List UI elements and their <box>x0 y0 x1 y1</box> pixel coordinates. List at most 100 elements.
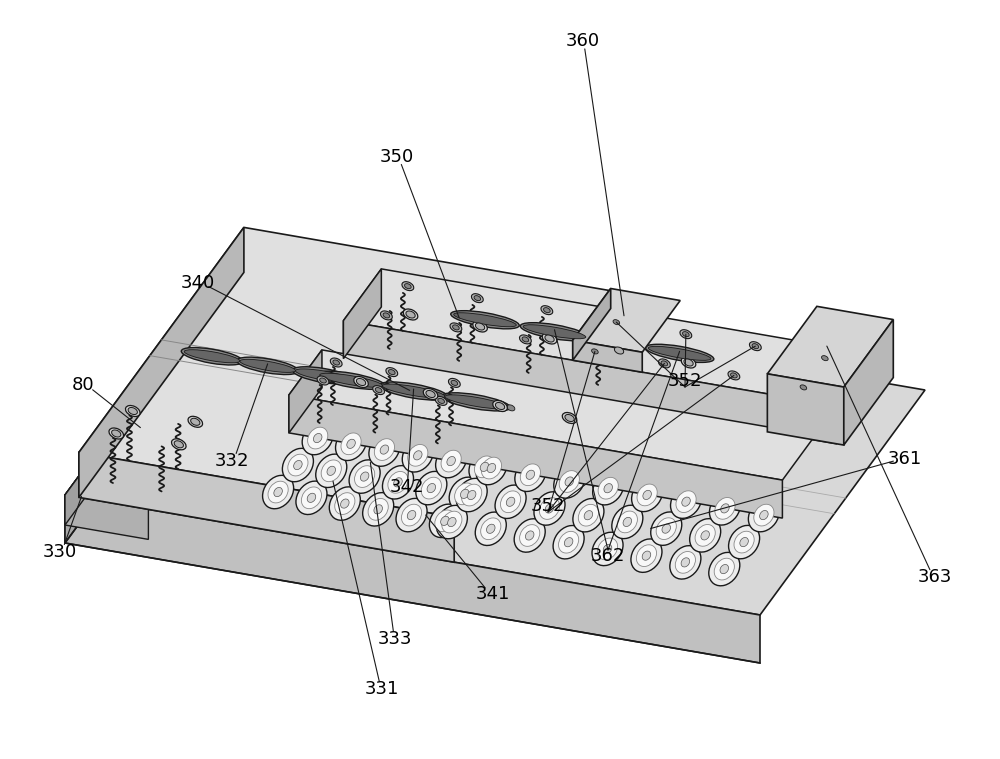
Ellipse shape <box>507 405 515 411</box>
Ellipse shape <box>442 512 462 533</box>
Ellipse shape <box>335 493 355 515</box>
Ellipse shape <box>617 511 637 533</box>
Ellipse shape <box>514 519 545 553</box>
Polygon shape <box>65 455 95 525</box>
Ellipse shape <box>360 472 369 481</box>
Ellipse shape <box>316 454 347 487</box>
Ellipse shape <box>749 342 761 351</box>
Ellipse shape <box>321 460 341 482</box>
Ellipse shape <box>681 558 690 567</box>
Ellipse shape <box>578 504 598 526</box>
Text: 341: 341 <box>476 585 510 603</box>
Ellipse shape <box>421 477 441 499</box>
Ellipse shape <box>172 439 186 450</box>
Ellipse shape <box>188 416 203 427</box>
Ellipse shape <box>388 471 408 493</box>
Ellipse shape <box>341 433 361 455</box>
Polygon shape <box>65 495 760 663</box>
Ellipse shape <box>797 383 809 392</box>
Ellipse shape <box>642 551 651 560</box>
Ellipse shape <box>592 532 623 565</box>
Text: 332: 332 <box>215 452 249 470</box>
Ellipse shape <box>822 356 828 361</box>
Ellipse shape <box>658 359 670 368</box>
Ellipse shape <box>408 445 428 466</box>
Ellipse shape <box>268 481 288 503</box>
Ellipse shape <box>695 524 715 546</box>
Ellipse shape <box>559 531 579 553</box>
Polygon shape <box>289 350 815 480</box>
Ellipse shape <box>427 483 436 493</box>
Ellipse shape <box>565 414 574 421</box>
Ellipse shape <box>444 394 452 400</box>
Ellipse shape <box>380 311 392 320</box>
Ellipse shape <box>493 401 507 411</box>
Ellipse shape <box>181 348 243 365</box>
Ellipse shape <box>754 504 774 526</box>
Ellipse shape <box>545 504 554 513</box>
Ellipse shape <box>405 284 411 288</box>
Ellipse shape <box>330 358 342 367</box>
Text: 352: 352 <box>668 372 702 390</box>
Ellipse shape <box>467 490 476 499</box>
Ellipse shape <box>603 544 612 553</box>
Ellipse shape <box>709 492 740 525</box>
Ellipse shape <box>676 491 696 512</box>
Ellipse shape <box>701 531 709 540</box>
Ellipse shape <box>519 335 531 344</box>
Ellipse shape <box>296 481 327 515</box>
Polygon shape <box>343 269 381 359</box>
Ellipse shape <box>109 428 124 439</box>
Ellipse shape <box>598 477 618 499</box>
Ellipse shape <box>448 518 456 527</box>
Ellipse shape <box>631 539 662 572</box>
Ellipse shape <box>454 313 516 326</box>
Ellipse shape <box>257 361 265 367</box>
Ellipse shape <box>564 537 573 546</box>
Ellipse shape <box>414 451 422 460</box>
Ellipse shape <box>368 499 388 520</box>
Ellipse shape <box>396 499 427 532</box>
Text: 360: 360 <box>566 32 600 50</box>
Ellipse shape <box>394 477 402 487</box>
Ellipse shape <box>597 538 618 560</box>
Ellipse shape <box>604 483 612 493</box>
Ellipse shape <box>487 524 495 534</box>
Polygon shape <box>65 270 230 543</box>
Ellipse shape <box>445 395 507 409</box>
Ellipse shape <box>613 320 620 325</box>
Ellipse shape <box>671 485 702 518</box>
Ellipse shape <box>515 458 546 492</box>
Polygon shape <box>573 340 642 372</box>
Ellipse shape <box>682 497 690 506</box>
Ellipse shape <box>554 465 585 498</box>
Ellipse shape <box>469 450 500 483</box>
Ellipse shape <box>401 504 422 526</box>
Ellipse shape <box>500 491 521 512</box>
Ellipse shape <box>584 511 593 520</box>
Ellipse shape <box>760 511 768 520</box>
Ellipse shape <box>728 371 740 380</box>
Ellipse shape <box>683 332 689 337</box>
Ellipse shape <box>363 493 394 526</box>
Ellipse shape <box>740 537 748 546</box>
Ellipse shape <box>254 359 268 370</box>
Ellipse shape <box>174 441 183 448</box>
Ellipse shape <box>313 433 322 442</box>
Ellipse shape <box>451 380 458 386</box>
Ellipse shape <box>592 349 598 354</box>
Ellipse shape <box>308 427 328 449</box>
Ellipse shape <box>288 454 308 476</box>
Ellipse shape <box>593 471 624 505</box>
Ellipse shape <box>184 350 240 363</box>
Ellipse shape <box>455 483 475 505</box>
Text: 361: 361 <box>888 450 922 468</box>
Ellipse shape <box>476 452 507 485</box>
Ellipse shape <box>448 379 460 387</box>
Ellipse shape <box>292 367 354 384</box>
Ellipse shape <box>382 465 413 499</box>
Ellipse shape <box>714 558 734 580</box>
Ellipse shape <box>684 359 693 366</box>
Ellipse shape <box>632 478 663 512</box>
Ellipse shape <box>731 373 737 378</box>
